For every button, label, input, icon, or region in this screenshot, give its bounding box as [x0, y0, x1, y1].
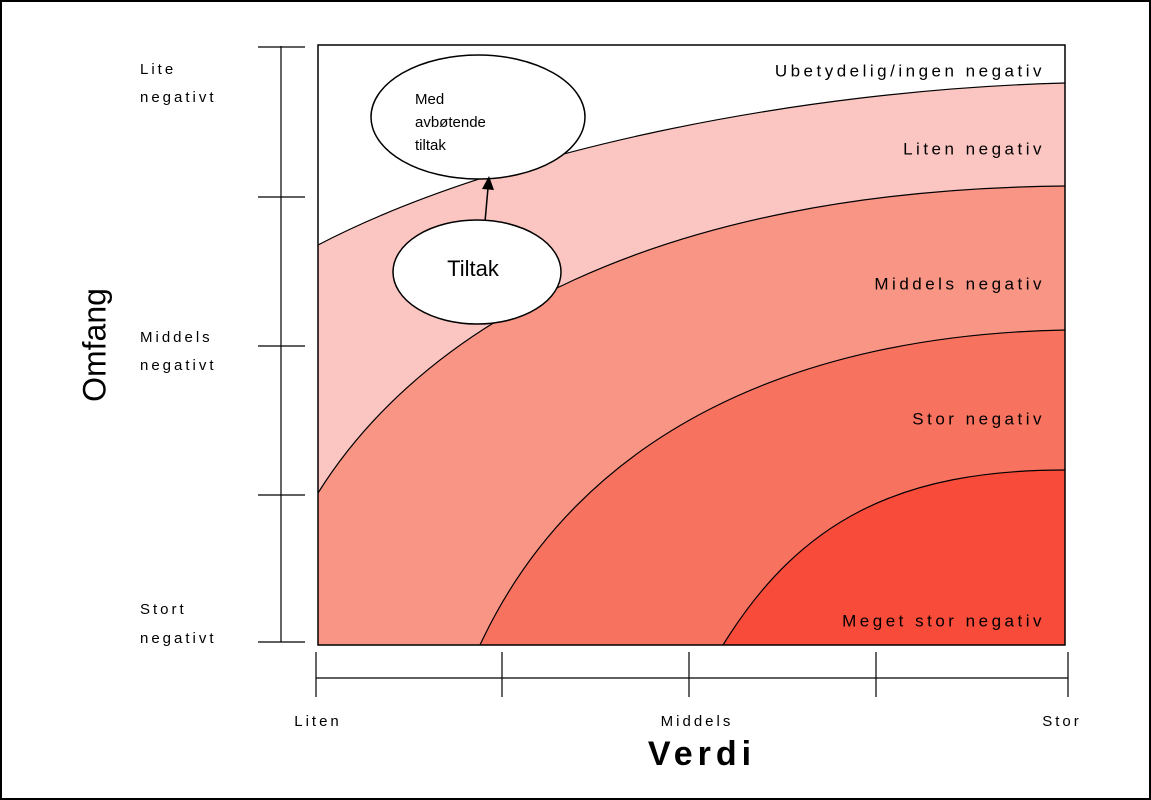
y-label: Middels — [140, 329, 213, 346]
zone-label: Middels negativ — [874, 274, 1045, 293]
bubble-text: avbøtende — [415, 114, 486, 131]
y-label: negativt — [140, 630, 217, 647]
zone-label: Stor negativ — [912, 409, 1045, 428]
bubble-text: Tiltak — [447, 256, 500, 281]
x-label: Liten — [294, 713, 342, 730]
y-label: negativt — [140, 89, 217, 106]
y-label: negativt — [140, 357, 217, 374]
bubble — [370, 54, 586, 180]
zone-border — [317, 185, 1066, 494]
zone-label: Meget stor negativ — [842, 611, 1045, 630]
x-label: Stor — [1042, 713, 1082, 730]
x-title: Verdi — [648, 735, 756, 773]
y-axis — [258, 46, 305, 643]
x-label: Middels — [661, 713, 734, 730]
zone-border — [479, 329, 1066, 646]
x-axis — [315, 652, 1069, 697]
y-title: Omfang — [76, 288, 112, 402]
y-label: Lite — [140, 61, 176, 78]
zone-label: Liten negativ — [903, 139, 1045, 158]
zone-border — [722, 469, 1066, 646]
bubble-text: tiltak — [415, 137, 446, 154]
zone-border — [317, 82, 1066, 246]
y-label: Stort — [140, 601, 187, 618]
zone-fill — [723, 470, 1065, 645]
plot-border — [317, 44, 1066, 646]
bubble-text: Med — [415, 91, 444, 108]
arrow-head — [482, 176, 494, 190]
bubble — [392, 219, 562, 325]
zone-label: Ubetydelig/ingen negativ — [775, 61, 1045, 80]
